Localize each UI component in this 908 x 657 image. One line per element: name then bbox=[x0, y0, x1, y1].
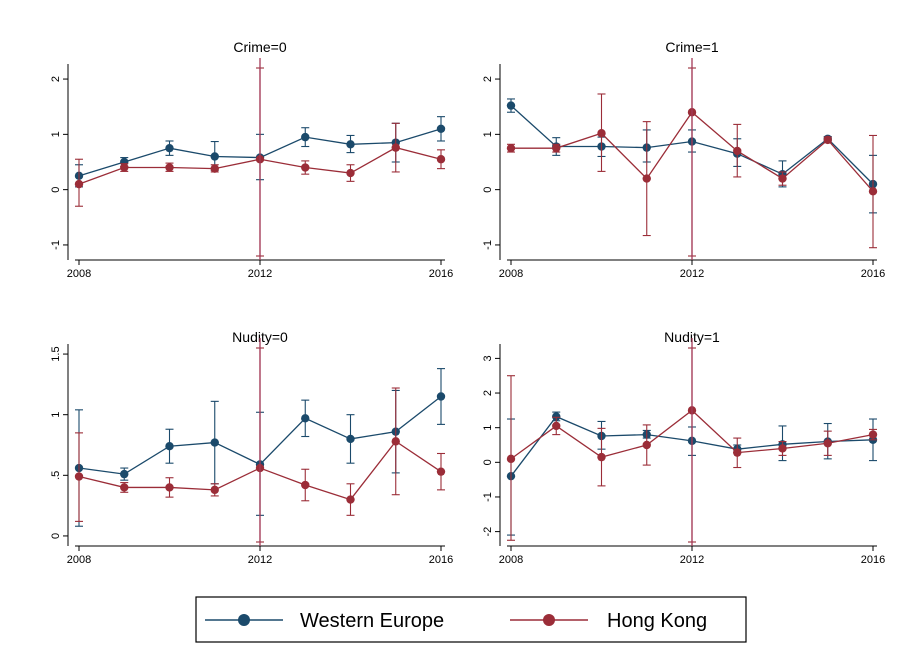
legend-marker-western-europe bbox=[238, 614, 250, 626]
data-point-hong-kong bbox=[346, 495, 355, 504]
data-point-hong-kong bbox=[301, 163, 310, 172]
data-point-hong-kong bbox=[868, 430, 878, 439]
x-tick-label-crime-1: 2008 bbox=[499, 268, 523, 280]
data-point-hong-kong bbox=[823, 135, 832, 145]
data-point-hong-kong bbox=[733, 448, 742, 457]
x-tick-label-nudity-0: 2012 bbox=[248, 554, 272, 566]
data-point-hong-kong bbox=[436, 467, 446, 476]
y-tick-label-crime-1: 2 bbox=[482, 76, 494, 82]
data-point-hong-kong bbox=[346, 168, 355, 178]
data-point-hong-kong bbox=[391, 437, 400, 446]
x-tick-label-crime-1: 2012 bbox=[680, 268, 704, 280]
x-tick-label-crime-0: 2008 bbox=[67, 268, 91, 280]
data-point-western-europe bbox=[301, 132, 310, 142]
data-point-hong-kong bbox=[301, 480, 310, 490]
panel-nudity-1: Nudity=1 -2 -1 0 1 2 3 2008 2012 2016 bbox=[482, 329, 885, 566]
y-tick-label-crime-1: 0 bbox=[482, 187, 494, 193]
x-tick-label-nudity-0: 2016 bbox=[429, 554, 453, 566]
y-tick-label-nudity-0: 1 bbox=[50, 412, 62, 418]
data-point-western-europe bbox=[165, 143, 174, 153]
legend-marker-hong-kong bbox=[543, 614, 555, 626]
y-tick-label-crime-1: 1 bbox=[482, 131, 494, 137]
data-point-western-europe bbox=[301, 414, 310, 423]
data-point-western-europe bbox=[346, 434, 355, 444]
data-point-hong-kong bbox=[868, 187, 878, 196]
data-point-hong-kong bbox=[165, 163, 174, 172]
panel-title-nudity-0: Nudity=0 bbox=[232, 329, 288, 345]
y-tick-label-nudity-1: -1 bbox=[482, 492, 494, 502]
legend-label-western-europe: Western Europe bbox=[300, 610, 444, 632]
y-tick-label-crime-0: 2 bbox=[50, 76, 62, 82]
x-tick-label-nudity-0: 2008 bbox=[67, 554, 91, 566]
y-tick-label-nudity-1: -2 bbox=[482, 527, 494, 537]
y-tick-label-crime-0: 0 bbox=[50, 187, 62, 193]
data-point-western-europe bbox=[210, 438, 219, 447]
data-point-hong-kong bbox=[642, 440, 651, 450]
data-point-western-europe bbox=[506, 101, 516, 110]
data-point-hong-kong bbox=[597, 452, 606, 462]
x-tick-label-crime-1: 2016 bbox=[861, 268, 885, 280]
data-point-hong-kong bbox=[210, 164, 219, 173]
data-point-hong-kong bbox=[823, 439, 832, 448]
data-point-hong-kong bbox=[165, 483, 174, 492]
x-tick-label-crime-0: 2016 bbox=[429, 268, 453, 280]
data-point-hong-kong bbox=[733, 146, 742, 156]
y-tick-label-nudity-1: 3 bbox=[482, 355, 494, 361]
data-point-hong-kong bbox=[506, 454, 516, 464]
data-point-hong-kong bbox=[210, 485, 219, 495]
panel-nudity-0: Nudity=0 0 .5 1 1.5 2008 2012 2016 bbox=[50, 329, 453, 566]
y-tick-label-crime-0: 1 bbox=[50, 131, 62, 137]
data-point-western-europe bbox=[436, 392, 446, 401]
panel-title-crime-0: Crime=0 bbox=[233, 39, 287, 55]
y-tick-label-nudity-0: 1.5 bbox=[50, 346, 62, 361]
y-tick-label-crime-0: -1 bbox=[50, 240, 62, 250]
y-tick-label-crime-1: -1 bbox=[482, 240, 494, 250]
x-tick-label-crime-0: 2012 bbox=[248, 268, 272, 280]
y-tick-label-nudity-1: 0 bbox=[482, 459, 494, 465]
series-hong-kong-nudity-1 bbox=[506, 347, 878, 543]
panel-title-crime-1: Crime=1 bbox=[665, 39, 719, 55]
data-point-western-europe bbox=[552, 412, 561, 421]
x-tick-label-nudity-1: 2016 bbox=[861, 554, 885, 566]
panel-title-nudity-1: Nudity=1 bbox=[664, 329, 720, 345]
data-point-western-europe bbox=[346, 140, 355, 149]
panel-crime-1: Crime=1 -1 0 1 2 2008 2012 2016 bbox=[482, 39, 885, 280]
panels: Crime=0 -1 0 1 2 2008 2012 2016 Crime=1 -1 0 1 2 2008… bbox=[50, 39, 885, 566]
data-point-western-europe bbox=[120, 469, 129, 479]
y-tick-label-nudity-1: 1 bbox=[482, 425, 494, 431]
data-point-hong-kong bbox=[597, 129, 606, 138]
y-tick-label-nudity-0: 0 bbox=[50, 533, 62, 539]
data-point-western-europe bbox=[436, 124, 446, 134]
legend-label-hong-kong: Hong Kong bbox=[607, 610, 707, 632]
data-point-hong-kong bbox=[552, 143, 561, 153]
data-point-hong-kong bbox=[391, 143, 400, 152]
x-tick-label-nudity-1: 2012 bbox=[680, 554, 704, 566]
y-tick-label-nudity-1: 2 bbox=[482, 390, 494, 396]
data-point-western-europe bbox=[210, 152, 219, 161]
panel-crime-0: Crime=0 -1 0 1 2 2008 2012 2016 bbox=[50, 39, 453, 280]
data-point-hong-kong bbox=[120, 483, 129, 492]
data-point-hong-kong bbox=[778, 444, 787, 453]
x-tick-label-nudity-1: 2008 bbox=[499, 554, 523, 566]
y-tick-label-nudity-0: .5 bbox=[50, 471, 62, 480]
data-point-hong-kong bbox=[74, 472, 84, 481]
data-point-hong-kong bbox=[436, 155, 446, 164]
data-point-hong-kong bbox=[552, 421, 561, 431]
legend-box bbox=[195, 596, 747, 643]
data-point-western-europe bbox=[165, 442, 174, 451]
data-point-hong-kong bbox=[74, 179, 84, 189]
data-point-hong-kong bbox=[506, 143, 516, 153]
data-point-hong-kong bbox=[778, 174, 787, 183]
data-point-hong-kong bbox=[120, 163, 129, 172]
legend: Western Europe Hong Kong bbox=[195, 596, 747, 643]
data-point-hong-kong bbox=[642, 174, 651, 183]
